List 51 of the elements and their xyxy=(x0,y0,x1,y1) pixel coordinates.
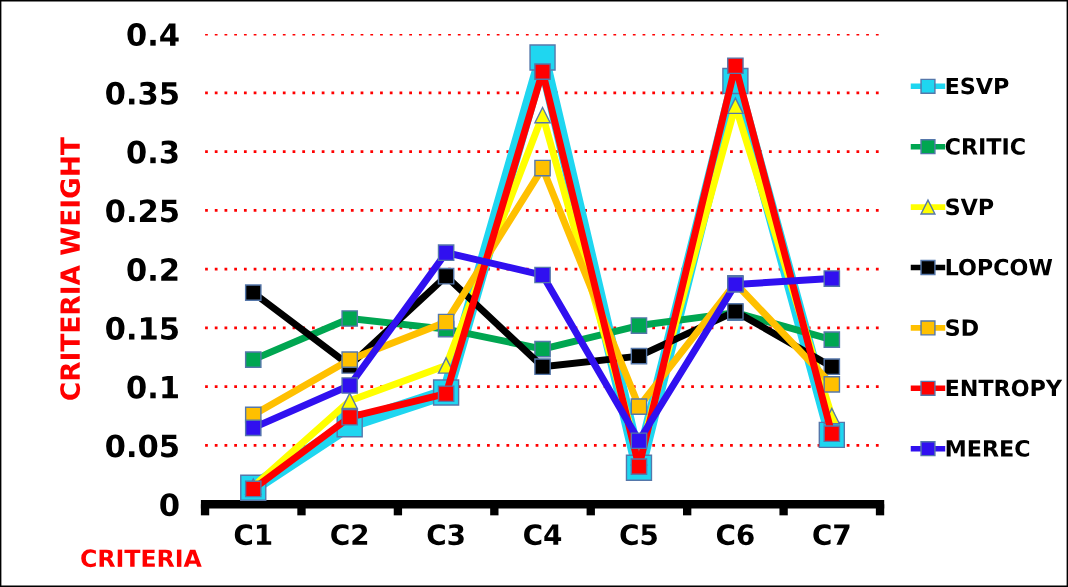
point xyxy=(630,317,648,334)
x-tick-label: C6 xyxy=(716,524,754,546)
point xyxy=(341,377,359,394)
point xyxy=(534,63,551,80)
point xyxy=(727,97,744,115)
y-tick-label: 0.3 xyxy=(127,140,178,164)
x-tick-label: C5 xyxy=(620,524,657,546)
point xyxy=(341,310,359,327)
point xyxy=(244,284,262,301)
y-tick-label: 0.05 xyxy=(106,434,178,458)
legend-label: CRITIC xyxy=(945,137,1025,155)
y-tick-label: 0 xyxy=(160,493,179,517)
point xyxy=(437,244,455,262)
point xyxy=(437,313,455,331)
point xyxy=(823,376,841,393)
point xyxy=(534,106,551,124)
y-tick-label: 0.25 xyxy=(106,199,178,223)
point xyxy=(534,358,551,376)
point xyxy=(823,358,841,376)
point xyxy=(534,340,551,358)
y-tick-label: 0.35 xyxy=(106,81,178,105)
point xyxy=(341,392,359,410)
point xyxy=(244,419,262,437)
x-tick-label: C4 xyxy=(524,524,562,546)
legend-label: ESVP xyxy=(946,77,1009,95)
y-tick-label: 0.2 xyxy=(127,258,178,282)
y-tick-label: 0.4 xyxy=(127,22,179,47)
x-tick-label: C3 xyxy=(427,524,464,546)
x-axis-title: CRITERIA xyxy=(81,549,202,568)
legend-label: SVP xyxy=(946,198,994,216)
point xyxy=(823,331,841,349)
x-tick-label: C1 xyxy=(234,524,272,546)
point xyxy=(437,267,455,285)
x-tick-label: C7 xyxy=(813,524,850,546)
y-axis-title: CRITERIA WEIGHT xyxy=(60,137,81,400)
point xyxy=(727,57,744,75)
point xyxy=(823,270,841,287)
point xyxy=(244,351,262,368)
legend-label: LOPCOW xyxy=(946,258,1053,276)
legend-label: SD xyxy=(946,319,978,336)
legend-label: ENTROPY xyxy=(946,379,1063,397)
y-tick-label: 0.15 xyxy=(106,316,178,340)
legend-label: MEREC xyxy=(946,439,1030,457)
point xyxy=(630,432,648,450)
point xyxy=(534,159,551,177)
point xyxy=(630,347,648,365)
point xyxy=(534,266,551,284)
y-tick-label: 0.1 xyxy=(127,375,178,399)
x-tick-label: C2 xyxy=(331,524,368,546)
point xyxy=(341,351,359,368)
point xyxy=(630,398,648,416)
